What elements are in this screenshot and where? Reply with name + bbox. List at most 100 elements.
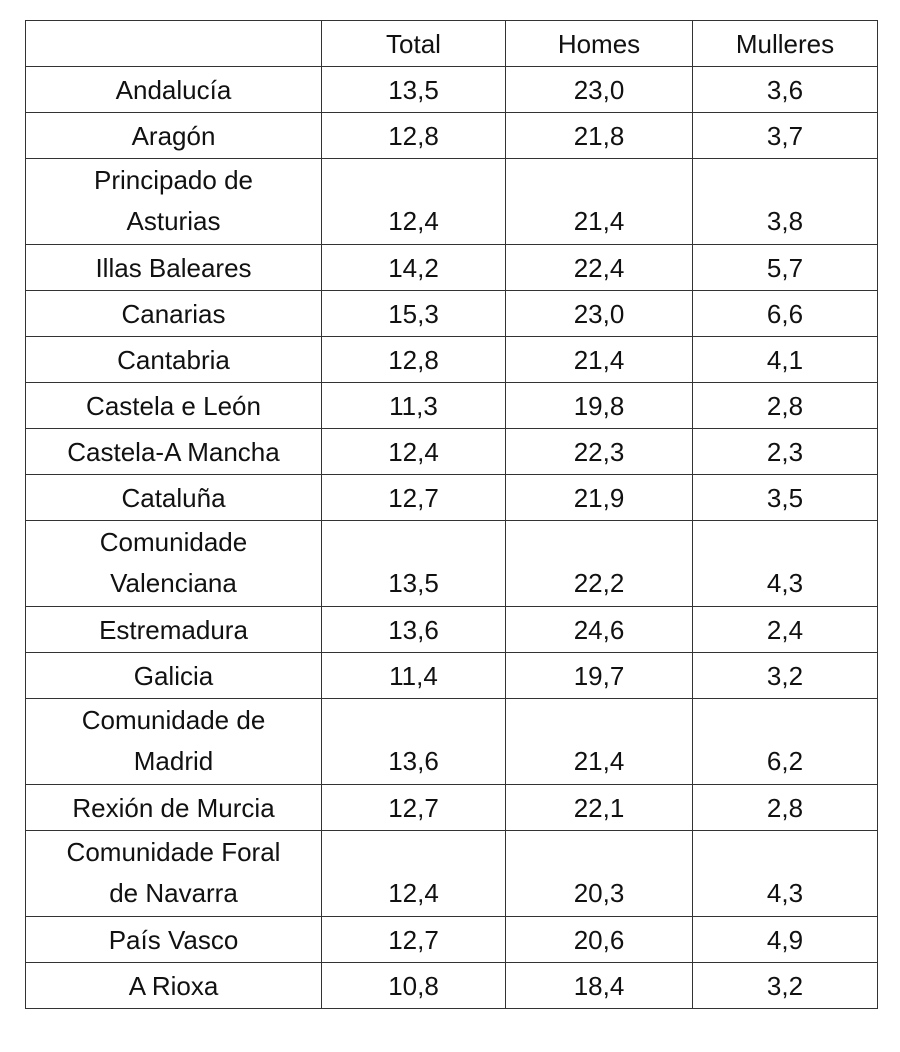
mulleres-cell: 6,2: [692, 698, 878, 785]
mulleres-cell: 2,4: [692, 606, 878, 653]
mulleres-cell: 3,8: [692, 158, 878, 245]
total-cell: 13,5: [321, 520, 506, 607]
region-cell: Aragón: [25, 112, 322, 159]
table-row: Castela-A Mancha 12,4 22,3 2,3: [25, 428, 878, 475]
homes-cell: 22,3: [505, 428, 693, 475]
mulleres-cell: 4,9: [692, 916, 878, 963]
region-cell: Canarias: [25, 290, 322, 337]
homes-cell: 19,7: [505, 652, 693, 699]
region-cell: Cantabria: [25, 336, 322, 383]
mulleres-cell: 4,3: [692, 520, 878, 607]
region-name-line: Principado de: [94, 164, 253, 195]
total-cell: 13,6: [321, 606, 506, 653]
mulleres-cell: 2,8: [692, 382, 878, 429]
total-cell: 12,8: [321, 112, 506, 159]
homes-cell: 22,1: [505, 784, 693, 831]
region-name-line: Illas Baleares: [95, 252, 252, 283]
mulleres-cell: 2,3: [692, 428, 878, 475]
region-cell: Andalucía: [25, 66, 322, 113]
region-name-line: Asturias: [126, 205, 221, 236]
homes-cell: 21,8: [505, 112, 693, 159]
mulleres-cell: 6,6: [692, 290, 878, 337]
region-cell: Castela e León: [25, 382, 322, 429]
region-name-line: Aragón: [131, 120, 216, 151]
mulleres-cell: 3,5: [692, 474, 878, 521]
header-homes: Homes: [505, 20, 693, 67]
homes-cell: 20,6: [505, 916, 693, 963]
homes-cell: 18,4: [505, 962, 693, 1009]
total-cell: 12,4: [321, 428, 506, 475]
mulleres-cell: 4,1: [692, 336, 878, 383]
mulleres-cell: 4,3: [692, 830, 878, 917]
homes-cell: 21,4: [505, 158, 693, 245]
region-name-line: Cantabria: [117, 344, 230, 375]
table-row: Canarias 15,3 23,0 6,6: [25, 290, 878, 337]
header-mulleres: Mulleres: [692, 20, 878, 67]
region-name-line: Castela-A Mancha: [67, 436, 280, 467]
region-name-line: Comunidade Foral: [66, 836, 281, 867]
mulleres-cell: 3,7: [692, 112, 878, 159]
region-name-line: Comunidade de: [81, 704, 266, 735]
region-cell: Illas Baleares: [25, 244, 322, 291]
mulleres-cell: 2,8: [692, 784, 878, 831]
table-row: Cataluña 12,7 21,9 3,5: [25, 474, 878, 521]
homes-cell: 20,3: [505, 830, 693, 917]
region-cell: Comunidade de Madrid: [25, 698, 322, 785]
region-name-line: Rexión de Murcia: [72, 792, 275, 823]
header-row: Total Homes Mulleres: [25, 20, 878, 67]
total-cell: 12,4: [321, 158, 506, 245]
total-cell: 12,7: [321, 916, 506, 963]
region-cell: Comunidade Valenciana: [25, 520, 322, 607]
table-row: Comunidade Valenciana 13,5 22,2 4,3: [25, 520, 878, 607]
region-name-line: Madrid: [133, 745, 214, 776]
region-name-line: A Rioxa: [128, 970, 219, 1001]
table-row: Castela e León 11,3 19,8 2,8: [25, 382, 878, 429]
region-cell: A Rioxa: [25, 962, 322, 1009]
total-cell: 12,7: [321, 784, 506, 831]
homes-cell: 19,8: [505, 382, 693, 429]
homes-cell: 21,9: [505, 474, 693, 521]
homes-cell: 21,4: [505, 698, 693, 785]
homes-cell: 24,6: [505, 606, 693, 653]
mulleres-cell: 3,6: [692, 66, 878, 113]
table-row: A Rioxa 10,8 18,4 3,2: [25, 962, 878, 1009]
region-cell: Estremadura: [25, 606, 322, 653]
total-cell: 11,3: [321, 382, 506, 429]
table-row: Illas Baleares 14,2 22,4 5,7: [25, 244, 878, 291]
region-name-line: Valenciana: [110, 567, 237, 598]
header-total: Total: [321, 20, 506, 67]
table-row: Aragón 12,8 21,8 3,7: [25, 112, 878, 159]
table-row: Comunidade Foral de Navarra 12,4 20,3 4,3: [25, 830, 878, 917]
region-cell: Galicia: [25, 652, 322, 699]
mulleres-cell: 3,2: [692, 962, 878, 1009]
region-name-line: Canarias: [121, 298, 226, 329]
table-row: País Vasco 12,7 20,6 4,9: [25, 916, 878, 963]
total-cell: 10,8: [321, 962, 506, 1009]
total-cell: 12,7: [321, 474, 506, 521]
total-cell: 12,8: [321, 336, 506, 383]
total-cell: 15,3: [321, 290, 506, 337]
table-row: Cantabria 12,8 21,4 4,1: [25, 336, 878, 383]
homes-cell: 23,0: [505, 66, 693, 113]
region-cell: Rexión de Murcia: [25, 784, 322, 831]
header-region: [25, 20, 322, 67]
region-name-line: Cataluña: [121, 482, 226, 513]
total-cell: 14,2: [321, 244, 506, 291]
table-row: Estremadura 13,6 24,6 2,4: [25, 606, 878, 653]
homes-cell: 21,4: [505, 336, 693, 383]
region-cell: Principado de Asturias: [25, 158, 322, 245]
region-name-line: Castela e León: [86, 390, 261, 421]
homes-cell: 23,0: [505, 290, 693, 337]
table-row: Comunidade de Madrid 13,6 21,4 6,2: [25, 698, 878, 785]
mulleres-cell: 3,2: [692, 652, 878, 699]
region-cell: Castela-A Mancha: [25, 428, 322, 475]
homes-cell: 22,4: [505, 244, 693, 291]
region-name-line: Andalucía: [115, 74, 232, 105]
table-row: Principado de Asturias 12,4 21,4 3,8: [25, 158, 878, 245]
region-name-line: País Vasco: [108, 924, 239, 955]
table-row: Andalucía 13,5 23,0 3,6: [25, 66, 878, 113]
region-name-line: Estremadura: [99, 614, 248, 645]
table-row: Rexión de Murcia 12,7 22,1 2,8: [25, 784, 878, 831]
regional-data-table: Total Homes Mulleres Andalucía 13,5 23,0 3,…: [25, 20, 878, 1009]
total-cell: 13,5: [321, 66, 506, 113]
